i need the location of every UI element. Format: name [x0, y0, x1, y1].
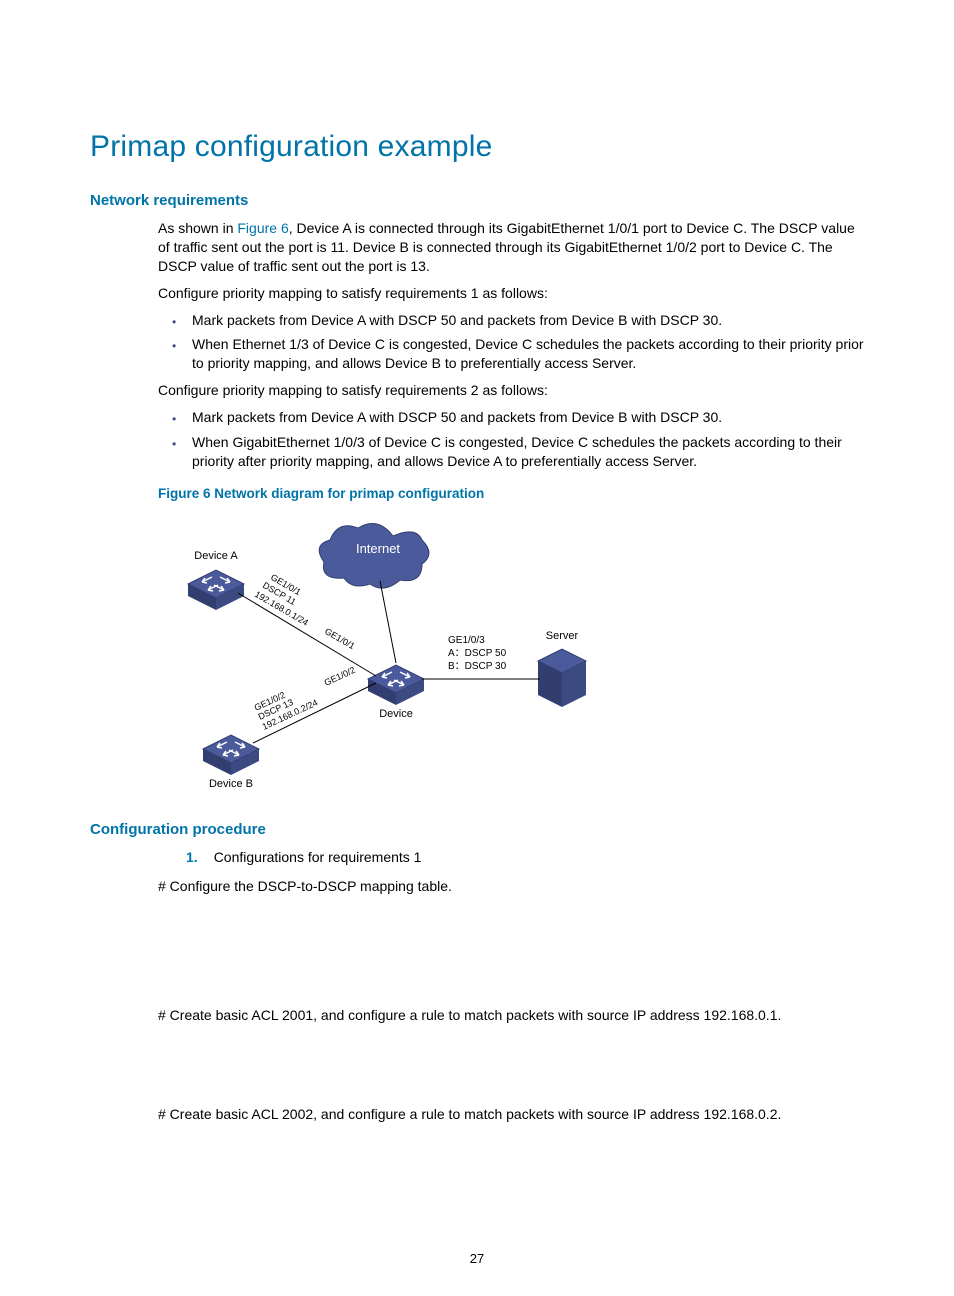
- internet-label: Internet: [356, 541, 400, 556]
- figure-caption: Figure 6 Network diagram for primap conf…: [158, 485, 864, 503]
- device-c-label: Device: [379, 708, 413, 720]
- step-label: Configurations for requirements 1: [214, 849, 422, 865]
- step-number: 1.: [186, 849, 198, 865]
- req2-intro: Configure priority mapping to satisfy re…: [158, 381, 864, 400]
- intro-pre: As shown in: [158, 220, 237, 236]
- req1-list: Mark packets from Device A with DSCP 50 …: [158, 311, 864, 374]
- section-heading-network-requirements: Network requirements: [90, 192, 864, 209]
- blank-space: [158, 906, 864, 996]
- steps-list: 1. Configurations for requirements 1: [158, 848, 864, 867]
- device-b-icon: [203, 735, 259, 775]
- step-item: 1. Configurations for requirements 1: [186, 848, 864, 867]
- section-heading-configuration-procedure: Configuration procedure: [90, 821, 864, 838]
- req2-list: Mark packets from Device A with DSCP 50 …: [158, 408, 864, 471]
- device-b-label: Device B: [209, 778, 253, 790]
- blank-space: [158, 1035, 864, 1095]
- config-line: # Configure the DSCP-to-DSCP mapping tab…: [158, 877, 864, 896]
- intro-paragraph: As shown in Figure 6, Device A is connec…: [158, 219, 864, 276]
- link-server-annotations: GE1/0/3 A：DSCP 50 B：DSCP 30: [448, 635, 507, 672]
- page-number: 27: [0, 1251, 954, 1266]
- link-a-line: [238, 593, 376, 676]
- device-c-icon: [368, 665, 424, 705]
- figure-link[interactable]: Figure 6: [237, 220, 288, 236]
- list-item: When GigabitEthernet 1/0/3 of Device C i…: [192, 433, 864, 471]
- svg-text:A：DSCP 50: A：DSCP 50: [448, 648, 507, 659]
- link-internet-line: [380, 581, 396, 663]
- req1-intro: Configure priority mapping to satisfy re…: [158, 284, 864, 303]
- list-item: When Ethernet 1/3 of Device C is congest…: [192, 335, 864, 373]
- svg-text:B：DSCP 30: B：DSCP 30: [448, 661, 507, 672]
- server-icon: [538, 649, 586, 707]
- list-item: Mark packets from Device A with DSCP 50 …: [192, 408, 864, 427]
- device-a-icon: [188, 570, 244, 610]
- server-label: Server: [546, 630, 579, 642]
- device-a-label: Device A: [194, 550, 238, 562]
- config-line: # Create basic ACL 2001, and configure a…: [158, 1006, 864, 1025]
- config-line: # Create basic ACL 2002, and configure a…: [158, 1105, 864, 1124]
- page-title: Primap configuration example: [90, 130, 864, 164]
- internet-cloud-icon: Internet: [319, 524, 429, 589]
- list-item: Mark packets from Device A with DSCP 50 …: [192, 311, 864, 330]
- link-b-annotations: GE1/0/2 DSCP 13 192.168.0.2/24 GE1/0/2: [253, 665, 357, 732]
- svg-text:GE1/0/2: GE1/0/2: [323, 665, 357, 688]
- network-diagram: Internet Device A: [158, 511, 864, 791]
- svg-text:GE1/0/3: GE1/0/3: [448, 635, 485, 646]
